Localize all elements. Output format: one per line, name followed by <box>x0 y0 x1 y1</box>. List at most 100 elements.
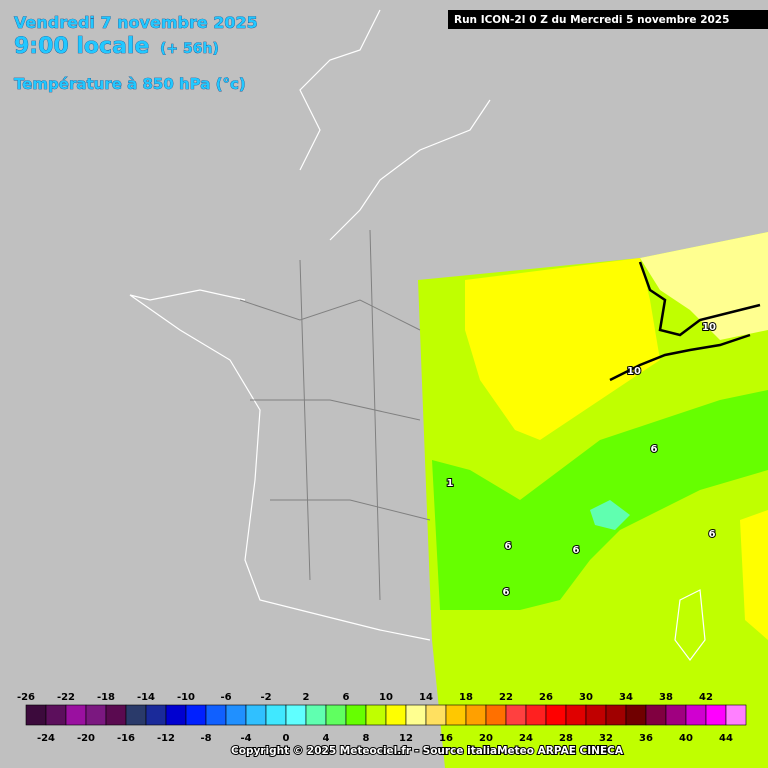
legend-swatch <box>385 704 407 726</box>
legend-label: -16 <box>117 733 135 744</box>
field-name: Température à 850 hPa (°c) <box>14 75 246 93</box>
legend-label: 34 <box>619 692 633 703</box>
legend-label: 20 <box>479 733 493 744</box>
legend-label: 4 <box>323 733 330 744</box>
legend-label: 26 <box>539 692 553 703</box>
copyright: Copyright © 2025 Meteociel.fr - Source i… <box>231 745 624 757</box>
legend-swatch <box>545 704 567 726</box>
legend-label: -24 <box>37 733 55 744</box>
contour-label: 10 <box>702 322 716 333</box>
contour-label: 6 <box>503 587 510 598</box>
region-border <box>239 229 431 601</box>
legend-swatch <box>205 704 227 726</box>
legend-label: 28 <box>559 733 573 744</box>
legend-swatch <box>85 704 107 726</box>
coastline <box>674 589 706 661</box>
lead-time: (+ 56h) <box>160 41 219 57</box>
legend-swatch <box>145 704 167 726</box>
legend-label: 10 <box>379 692 393 703</box>
isotherm <box>609 333 751 382</box>
warm-area <box>465 258 660 440</box>
legend-label: 40 <box>679 733 693 744</box>
legend-label: -6 <box>220 692 231 703</box>
legend-swatch <box>285 704 307 726</box>
legend-label: 42 <box>699 692 713 703</box>
legend-swatch <box>705 704 727 726</box>
contour-label: 10 <box>627 366 641 377</box>
legend-swatch <box>65 704 87 726</box>
legend-swatch <box>225 704 247 726</box>
cool-area <box>590 500 630 530</box>
legend-swatch <box>525 704 547 726</box>
legend-swatch <box>605 704 627 726</box>
legend-swatch <box>485 704 507 726</box>
legend-label: -4 <box>240 733 251 744</box>
legend-swatch <box>185 704 207 726</box>
contour-label: 1 <box>447 478 454 489</box>
legend-label: 12 <box>399 733 413 744</box>
legend-label: -20 <box>77 733 95 744</box>
contour-label: 6 <box>709 529 716 540</box>
legend-swatch <box>165 704 187 726</box>
legend-label: 22 <box>499 692 513 703</box>
coastline <box>329 99 491 241</box>
legend-label: 32 <box>599 733 613 744</box>
legend-swatch <box>45 704 67 726</box>
legend-swatch <box>465 704 487 726</box>
run-info: Run ICON-2I 0 Z du Mercredi 5 novembre 2… <box>454 14 729 26</box>
legend-label: 44 <box>719 733 733 744</box>
legend-label: 30 <box>579 692 593 703</box>
legend-swatch <box>665 704 687 726</box>
legend-swatch <box>565 704 587 726</box>
legend-label: 36 <box>639 733 653 744</box>
legend-label: 18 <box>459 692 473 703</box>
contour-label: 6 <box>505 541 512 552</box>
legend-swatch <box>325 704 347 726</box>
legend-swatch <box>405 704 427 726</box>
legend-swatch <box>125 704 147 726</box>
legend-swatch <box>445 704 467 726</box>
legend-label: 14 <box>419 692 433 703</box>
legend-label: 2 <box>303 692 310 703</box>
legend-label: 16 <box>439 733 453 744</box>
time: 9:00 locale <box>14 34 149 59</box>
legend-swatch <box>425 704 447 726</box>
legend-swatch <box>685 704 707 726</box>
legend-label: -8 <box>200 733 211 744</box>
legend-swatch <box>625 704 647 726</box>
contour-label: 6 <box>573 545 580 556</box>
warm-area <box>740 510 768 640</box>
legend-swatch <box>345 704 367 726</box>
contour-label: 6 <box>651 444 658 455</box>
legend-label: 24 <box>519 733 533 744</box>
legend-label: -12 <box>157 733 175 744</box>
legend-swatch <box>245 704 267 726</box>
legend-swatch <box>505 704 527 726</box>
legend-swatch <box>725 704 747 726</box>
legend-label: 6 <box>343 692 350 703</box>
legend-swatch <box>585 704 607 726</box>
legend-swatch <box>365 704 387 726</box>
warm-area <box>640 232 768 340</box>
legend-label: -10 <box>177 692 195 703</box>
legend-label: -26 <box>17 692 35 703</box>
cool-area <box>432 390 768 610</box>
legend-label: -2 <box>260 692 271 703</box>
legend-label: 38 <box>659 692 673 703</box>
legend-label: 8 <box>363 733 370 744</box>
legend-label: 0 <box>283 733 290 744</box>
legend-swatch <box>265 704 287 726</box>
run-box <box>448 10 768 29</box>
legend-swatch <box>105 704 127 726</box>
legend-label: -22 <box>57 692 75 703</box>
coastline <box>299 9 381 171</box>
legend-swatch <box>305 704 327 726</box>
legend-swatch <box>645 704 667 726</box>
legend-label: -14 <box>137 692 155 703</box>
date: Vendredi 7 novembre 2025 <box>14 13 258 32</box>
coastline <box>129 289 431 641</box>
legend-label: -18 <box>97 692 115 703</box>
isotherm <box>638 261 761 337</box>
